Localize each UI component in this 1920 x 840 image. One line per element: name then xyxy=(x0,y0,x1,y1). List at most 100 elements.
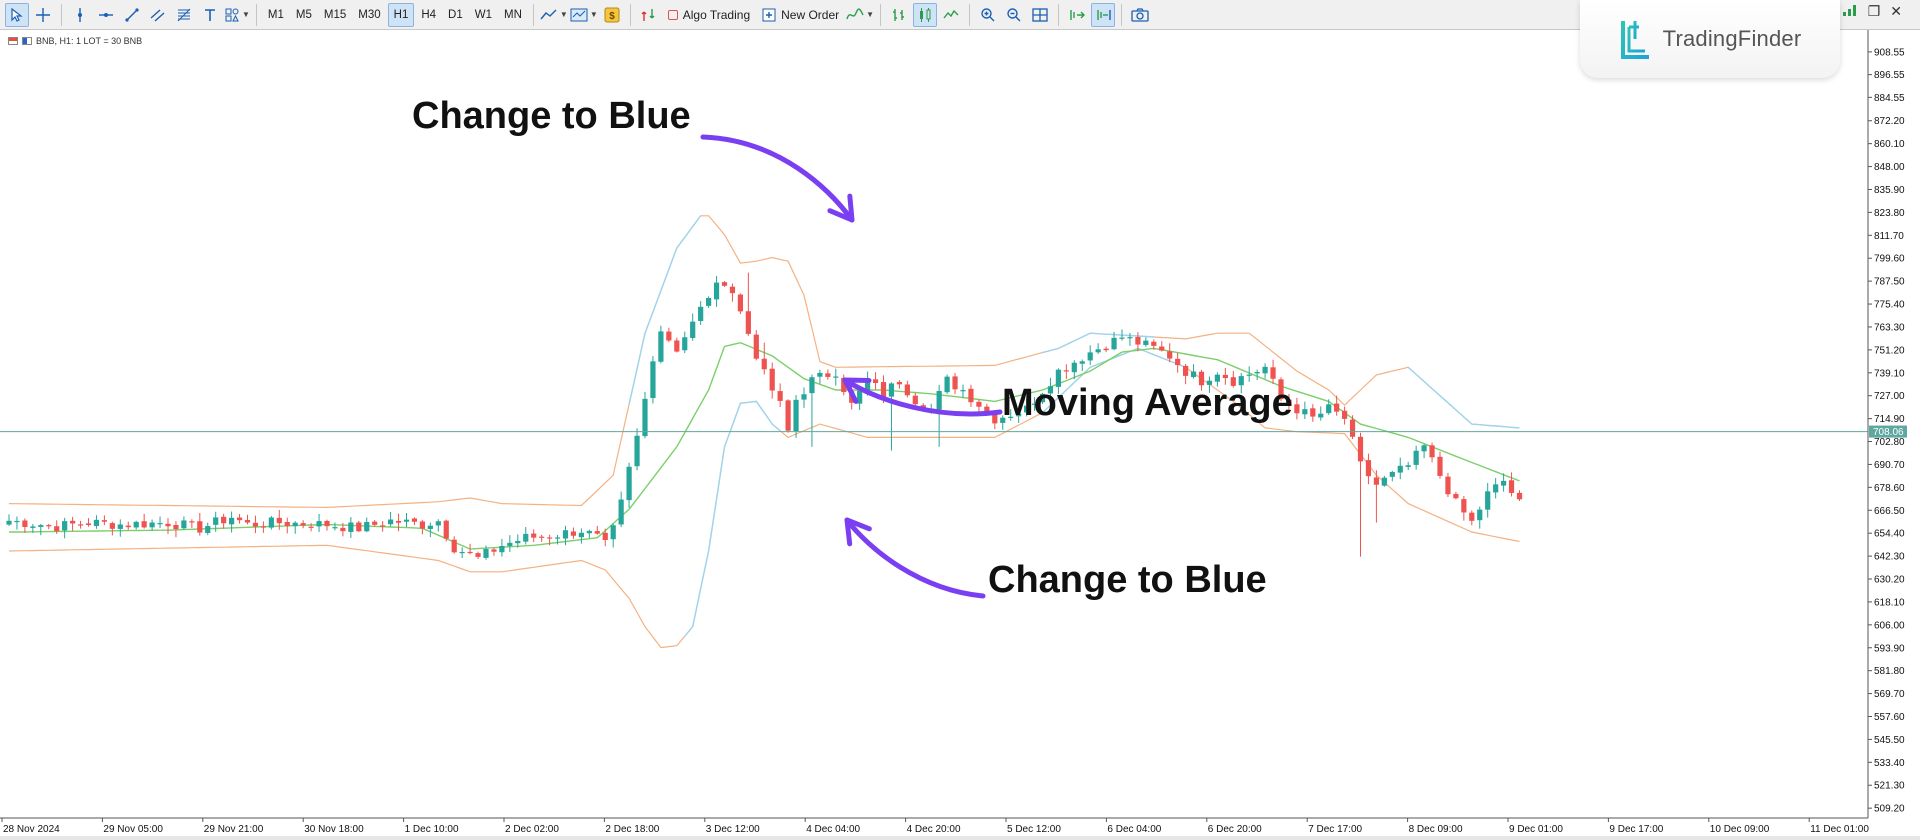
candle xyxy=(316,513,322,533)
timeframe-mn-button[interactable]: MN xyxy=(504,8,522,21)
candle-body xyxy=(1429,445,1435,458)
chart-canvas: 908.55 896.55 884.55 872.20 860.10 848.00 835.… xyxy=(0,30,1920,840)
candle xyxy=(817,369,823,384)
candle-body xyxy=(1493,484,1499,493)
candle-body xyxy=(173,524,179,530)
signals-icon[interactable] xyxy=(637,3,661,27)
candle-body xyxy=(1063,370,1069,372)
candle-body xyxy=(125,525,131,528)
line-chart-icon[interactable] xyxy=(939,3,963,27)
candle-body xyxy=(443,520,449,539)
crosshair-button[interactable] xyxy=(31,3,55,27)
candle-body xyxy=(1183,365,1189,376)
candle-body xyxy=(634,435,640,467)
candle-body xyxy=(594,531,600,534)
restore-button[interactable]: ❐ xyxy=(1867,3,1881,19)
dollar-icon[interactable]: $ xyxy=(600,3,624,27)
candle xyxy=(141,513,147,529)
zoom-out-icon[interactable] xyxy=(1002,3,1026,27)
candle-body xyxy=(865,378,871,391)
close-button[interactable]: ✕ xyxy=(1890,3,1902,19)
candle xyxy=(1183,363,1189,385)
algo-trading-label: Algo Trading xyxy=(682,7,751,22)
candle xyxy=(1000,415,1006,430)
toolbar-separator xyxy=(61,3,62,26)
candle xyxy=(1453,491,1459,500)
candle-body xyxy=(1008,416,1014,418)
x-tick-label: 9 Dec 01:00 xyxy=(1509,824,1563,835)
candle-body xyxy=(809,377,815,394)
zoom-in-icon[interactable] xyxy=(976,3,1000,27)
candle xyxy=(229,511,235,533)
shapes-button[interactable]: ▼ xyxy=(224,3,250,27)
bar-chart-icon[interactable] xyxy=(887,3,911,27)
cursor-tool-button[interactable] xyxy=(5,2,29,27)
candle-body xyxy=(388,519,394,525)
candle-body xyxy=(30,526,36,528)
chart-type-button[interactable]: ▼ xyxy=(540,3,568,27)
timeframe-m30-button[interactable]: M30 xyxy=(358,8,381,21)
timeframe-m1-button[interactable]: M1 xyxy=(267,8,284,21)
candle-body xyxy=(14,520,20,523)
annotations: Change to Blue Moving Average Change to … xyxy=(412,95,1293,601)
candle-body xyxy=(1024,405,1030,413)
trendline-button[interactable] xyxy=(120,3,144,27)
channel-button[interactable] xyxy=(146,3,170,27)
candle xyxy=(1294,397,1300,420)
candle xyxy=(276,509,282,530)
candle xyxy=(570,527,577,539)
candle xyxy=(38,524,44,536)
candle-body xyxy=(22,520,28,527)
chart-shift-icon[interactable] xyxy=(1091,2,1116,27)
candle-body xyxy=(841,377,847,393)
current-price-badge-bg xyxy=(1869,425,1907,438)
templates-button[interactable]: ▼ xyxy=(570,3,598,27)
candle xyxy=(411,517,418,526)
candle-body xyxy=(1175,358,1181,366)
candle xyxy=(14,516,20,530)
y-tick-label: 606.00 xyxy=(1874,620,1905,631)
y-tick-label: 714.90 xyxy=(1874,414,1905,425)
band-lower-expanding-segment xyxy=(684,400,781,637)
candle-body xyxy=(6,520,12,525)
tile-windows-icon[interactable] xyxy=(1028,3,1052,27)
candle xyxy=(745,272,751,336)
timeframe-h4-button[interactable]: H4 xyxy=(421,8,437,21)
indicators-button[interactable]: ▼ xyxy=(846,3,874,27)
auto-scroll-icon[interactable] xyxy=(1065,3,1089,27)
price-chart[interactable]: 908.55 896.55 884.55 872.20 860.10 848.00 835.… xyxy=(0,30,1920,840)
candle-body xyxy=(1103,348,1109,351)
candle xyxy=(1445,472,1451,498)
vertical-line-button[interactable] xyxy=(68,3,92,27)
y-tick-label: 618.10 xyxy=(1874,597,1905,608)
candle-body xyxy=(1111,337,1117,350)
band-lower-expanding-segment xyxy=(1042,347,1186,414)
toolbar-separator xyxy=(880,3,882,26)
timeframe-w1-button[interactable]: W1 xyxy=(474,8,492,21)
text-tool-button[interactable] xyxy=(198,3,222,27)
algo-trading-button[interactable]: Algo Trading xyxy=(663,3,755,27)
candle xyxy=(109,521,115,536)
candle xyxy=(1008,409,1014,421)
candle-body xyxy=(872,379,879,383)
horizontal-scrollbar[interactable] xyxy=(0,836,1920,840)
fibonacci-button[interactable] xyxy=(172,3,196,27)
new-order-button[interactable]: New Order xyxy=(757,3,844,27)
candle-body xyxy=(1437,456,1443,476)
x-tick-label: 2 Dec 02:00 xyxy=(505,824,559,835)
timeframe-m5-button[interactable]: M5 xyxy=(295,8,312,21)
horizontal-line-button[interactable] xyxy=(94,3,118,27)
timeframe-d1-button[interactable]: D1 xyxy=(448,8,463,21)
candle xyxy=(93,515,100,529)
tradingfinder-logo-icon xyxy=(1620,21,1649,59)
chevron-down-icon: ▼ xyxy=(559,10,568,19)
candle-body xyxy=(1087,352,1093,361)
timeframe-m15-button[interactable]: M15 xyxy=(323,8,347,21)
timeframe-h1-button[interactable]: H1 xyxy=(387,2,415,27)
screenshot-icon[interactable] xyxy=(1128,3,1152,27)
candle xyxy=(1278,377,1284,402)
candle-body xyxy=(157,523,163,525)
candlestick-icon[interactable] xyxy=(913,2,938,27)
candle-body xyxy=(197,521,203,533)
candle xyxy=(769,362,775,399)
